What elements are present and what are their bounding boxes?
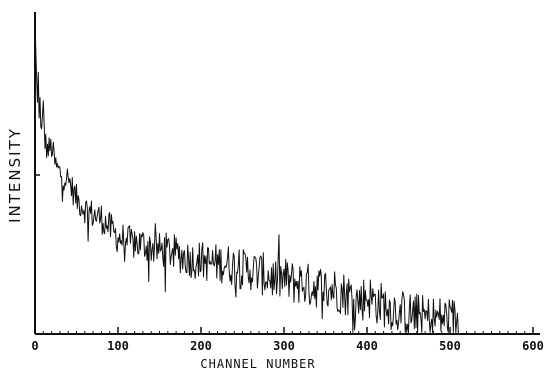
- x-tick-label: 400: [356, 339, 378, 353]
- x-axis-title: CHANNEL NUMBER: [200, 357, 315, 371]
- x-tick-label: 600: [522, 339, 544, 353]
- x-axis-tick-labels: 0 100 200 300 400 500 600: [31, 339, 543, 353]
- x-tick-label: 100: [107, 339, 129, 353]
- axes: [34, 12, 540, 335]
- x-tick-label: 0: [31, 339, 38, 353]
- x-tick-label: 300: [273, 339, 295, 353]
- series-line: [34, 18, 459, 333]
- x-tick-label: 200: [190, 339, 212, 353]
- x-axis-ticks: [34, 327, 534, 334]
- y-axis-title: INTENSITY: [6, 127, 24, 223]
- x-tick-label: 500: [439, 339, 461, 353]
